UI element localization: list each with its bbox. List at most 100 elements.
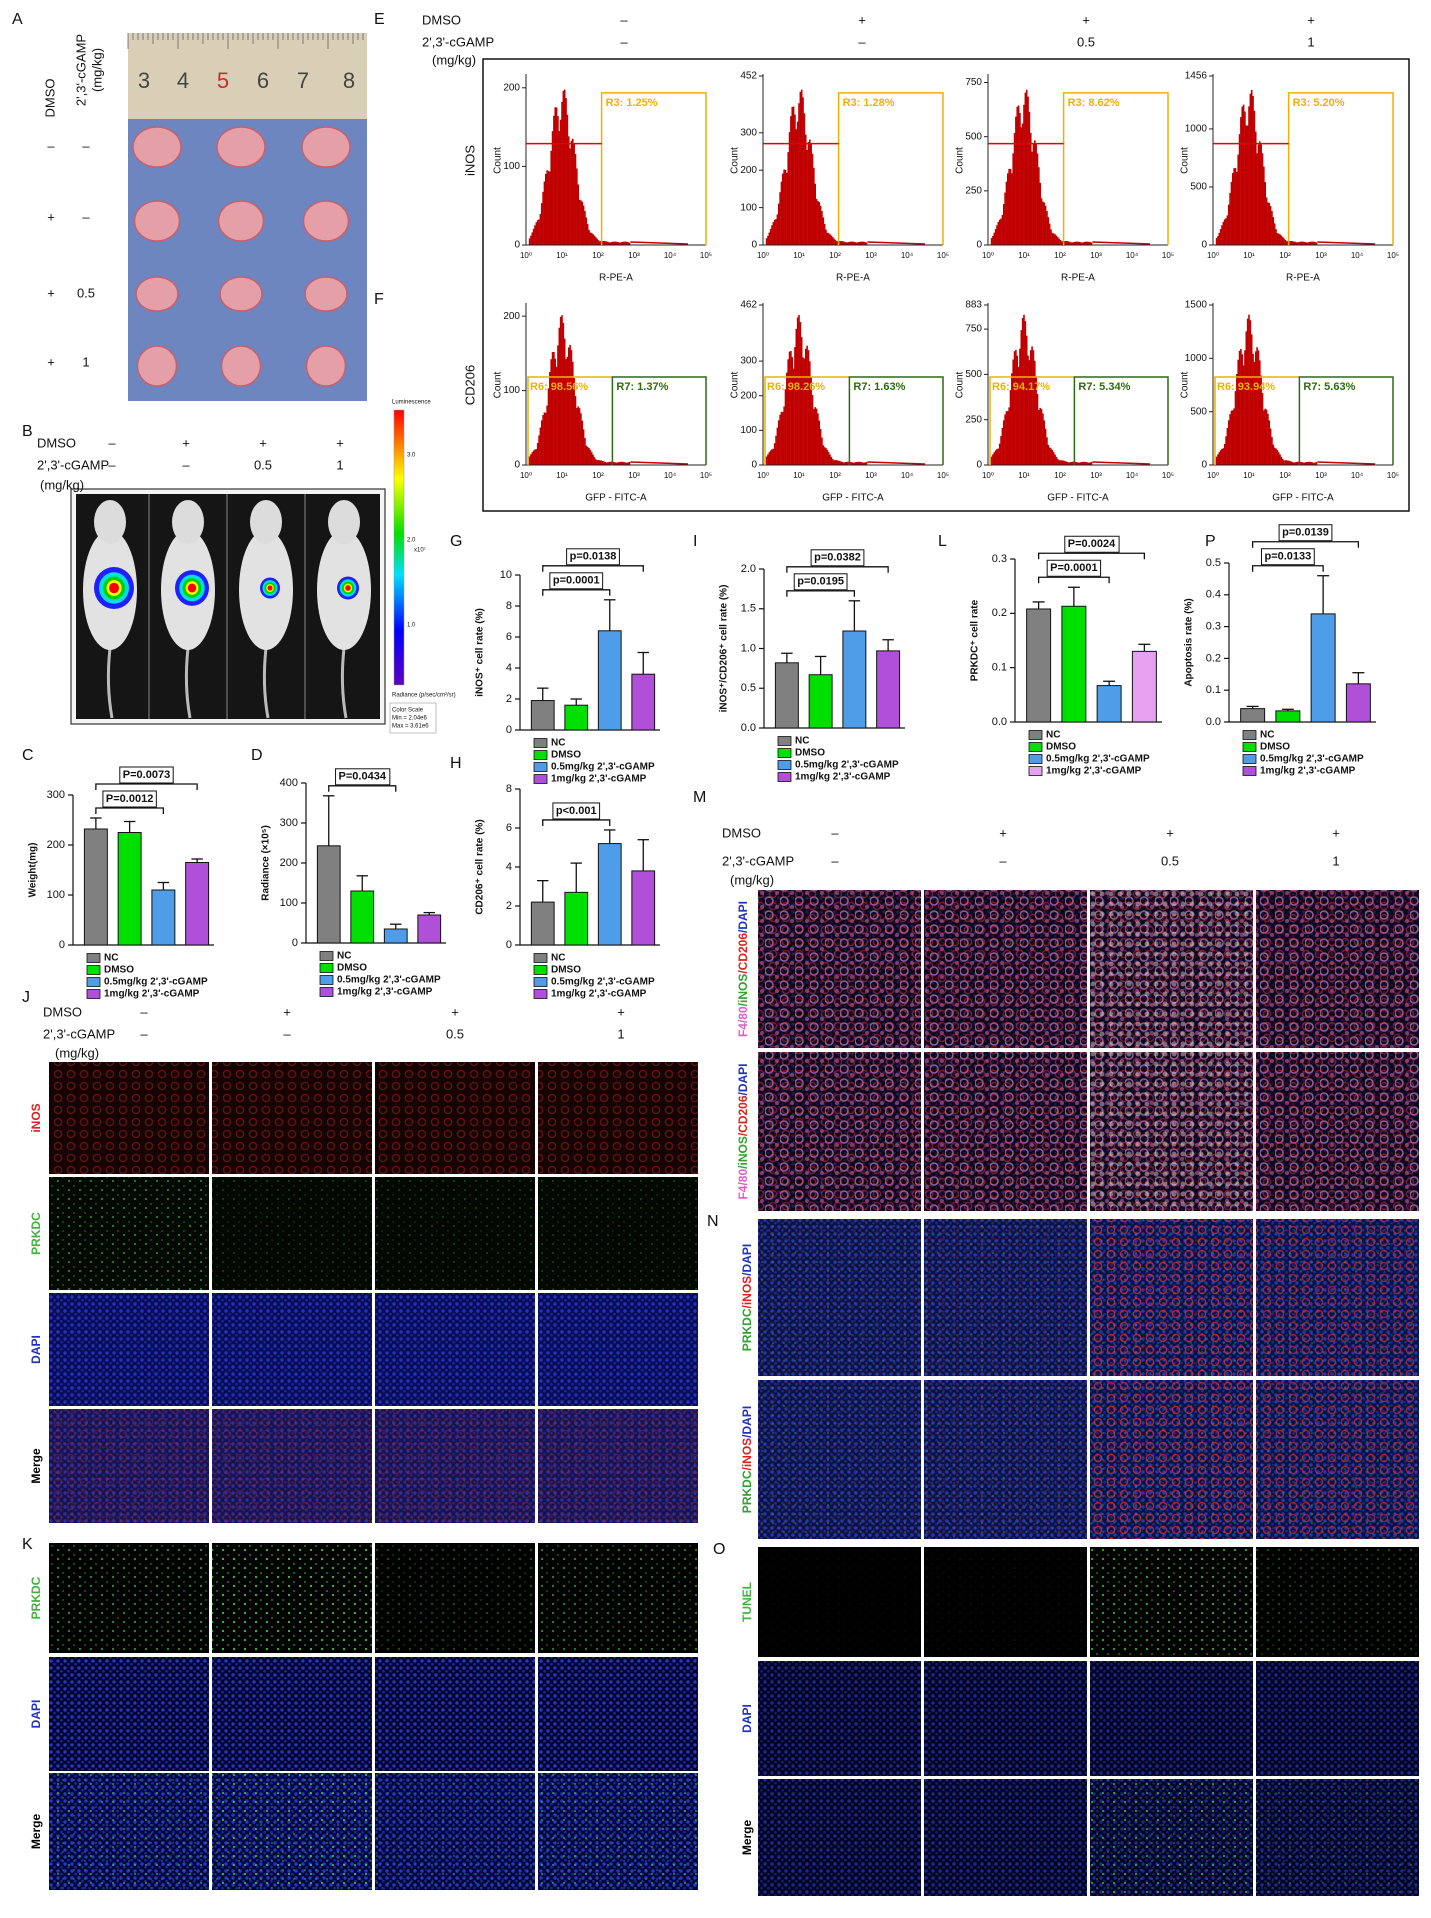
significance-label: p=0.0195: [797, 576, 844, 588]
panel-letter: J: [22, 989, 30, 1006]
legend-label: NC: [1046, 730, 1060, 741]
x-tick-label: 10⁰: [520, 251, 532, 260]
tumor: [133, 200, 181, 242]
y-tick-label: 0: [1201, 240, 1207, 251]
condition-value: 1: [1307, 34, 1314, 49]
legend-swatch: [533, 977, 548, 987]
histogram-tail: [1092, 461, 1151, 465]
row-label-part: /CD206: [736, 1095, 750, 1136]
x-tick-label: 10⁵: [1387, 251, 1399, 260]
y-tick-label: 8: [506, 600, 512, 612]
micrograph-stain: [1256, 1052, 1419, 1211]
legend-swatch: [319, 987, 334, 997]
y-tick-label: 100: [280, 897, 298, 909]
gate-r6: [1214, 376, 1300, 465]
y-tick-label: 1456: [1185, 71, 1208, 82]
condition-value: +: [47, 285, 55, 300]
micrograph-stain: [1256, 1380, 1419, 1539]
gate-label: R6: 93.94%: [1217, 381, 1275, 393]
legend-swatch: [533, 738, 548, 748]
condition-unit: (mg/kg): [89, 48, 104, 92]
condition-value: +: [451, 1004, 459, 1019]
ruler-number: 6: [257, 68, 269, 93]
micrograph-stain: [212, 1293, 372, 1406]
x-axis-label: GFP - FITC-A: [585, 493, 647, 504]
color-scale-exponent: x10⁷: [414, 547, 426, 554]
micrograph-stain: [924, 1380, 1087, 1539]
x-tick-label: 10¹: [1018, 471, 1030, 480]
significance-bracket: [1037, 576, 1110, 584]
x-tick-label: 10⁰: [982, 251, 994, 260]
significance-label: P=0.0001: [1050, 562, 1097, 574]
micrograph-stain: [1256, 1661, 1419, 1776]
legend-label: 0.5mg/kg 2',3'-cGAMP: [104, 977, 208, 988]
micrograph-stain: [538, 1062, 698, 1174]
gate-label: R6: 98.26%: [767, 381, 825, 393]
histogram-tail: [1317, 461, 1376, 465]
significance-label: P=0.0434: [339, 771, 387, 783]
legend-swatch: [86, 953, 101, 963]
bar: [774, 662, 799, 729]
micrograph-stain: [49, 1062, 209, 1174]
y-axis-label: PRKDC⁺ cell rate: [970, 599, 981, 681]
bar: [1131, 650, 1157, 723]
y-tick-label: 100: [503, 385, 520, 396]
micrograph-stain: [538, 1177, 698, 1290]
legend-swatch: [777, 760, 792, 770]
x-tick-label: 10¹: [556, 251, 568, 260]
significance-bracket: [95, 807, 165, 814]
micrograph-stain: [212, 1773, 372, 1890]
row-label: iNOS: [29, 1103, 43, 1132]
legend-swatch: [1028, 730, 1043, 740]
legend-swatch: [533, 774, 548, 784]
y-tick-label: 0: [514, 460, 520, 471]
condition-label: DMSO: [37, 435, 76, 450]
row-label: TUNEL: [740, 1582, 754, 1622]
y-tick-label: 200: [47, 839, 65, 851]
significance-box: [1064, 535, 1120, 553]
x-tick-label: 10⁵: [700, 251, 712, 260]
y-tick-label: 4: [506, 662, 512, 674]
color-scale-tick: 1.0: [407, 623, 416, 629]
y-axis-label: CD206⁺ cell rate (%): [475, 819, 486, 914]
legend-label: 0.5mg/kg 2',3'-cGAMP: [551, 762, 655, 773]
mouse-tail: [106, 647, 114, 719]
micrograph-stain: [49, 1409, 209, 1523]
y-tick-label: 100: [740, 425, 757, 436]
legend-swatch: [1028, 754, 1043, 764]
condition-value: +: [999, 825, 1007, 840]
y-axis-label: Count: [493, 371, 504, 398]
y-tick-label: 1500: [1185, 300, 1208, 311]
micrograph-stain: [758, 1547, 921, 1657]
condition-value: +: [617, 1004, 625, 1019]
x-tick-label: 10¹: [1243, 471, 1255, 480]
x-tick-label: 10¹: [1018, 251, 1030, 260]
y-tick-label: 1000: [1185, 353, 1208, 364]
y-tick-label: 0: [292, 937, 298, 949]
color-scale-title: Luminescence: [392, 400, 431, 406]
row-label-part: PRKDC: [740, 1308, 754, 1351]
condition-value: +: [1332, 825, 1340, 840]
tumor: [136, 345, 178, 387]
micrograph-stain: [1256, 1779, 1419, 1896]
micrograph-stain: [375, 1543, 535, 1653]
row-label: DAPI: [740, 1704, 754, 1733]
bar: [151, 889, 176, 946]
tumor: [132, 126, 182, 168]
micrograph-stain: [1256, 1219, 1419, 1376]
bar: [530, 700, 555, 731]
row-label: Merge: [29, 1448, 43, 1484]
micrograph-stain: [1090, 1779, 1253, 1896]
x-tick-label: 10⁰: [757, 251, 769, 260]
y-tick-label: 0: [751, 460, 757, 471]
significance-label: P=0.0012: [106, 793, 153, 805]
significance-label: p=0.0382: [814, 552, 861, 564]
legend-label: 0.5mg/kg 2',3'-cGAMP: [551, 977, 655, 988]
tumor: [304, 276, 348, 312]
micrograph-stain: [538, 1409, 698, 1523]
significance-box: [1260, 548, 1315, 566]
micrograph-stain: [1090, 1661, 1253, 1776]
micrograph-stain: [375, 1409, 535, 1523]
x-tick-label: 10³: [628, 251, 640, 260]
y-tick-label: 0.4: [1206, 589, 1221, 601]
